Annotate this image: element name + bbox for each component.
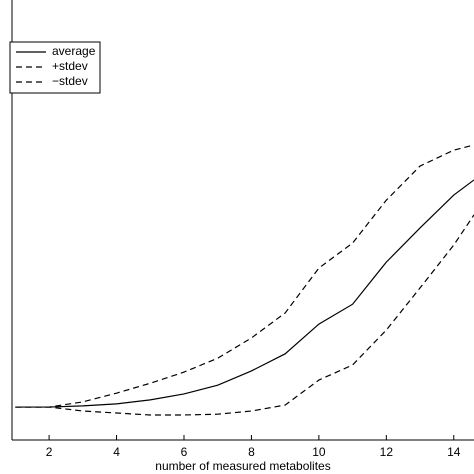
- legend-box: [9, 41, 101, 94]
- legend-label: −stdev: [52, 74, 88, 88]
- x-tick-label: 2: [46, 445, 53, 459]
- series-line: [15, 179, 474, 408]
- x-tick-label: 6: [181, 445, 188, 459]
- legend-label: average: [52, 44, 96, 58]
- x-axis-label: number of measured metabolites: [155, 459, 330, 473]
- x-tick-label: 10: [312, 445, 326, 459]
- x-tick-label: 8: [248, 445, 255, 459]
- x-tick-label: 12: [380, 445, 394, 459]
- series-line: [15, 214, 474, 416]
- x-tick-label: 14: [447, 445, 461, 459]
- series-line: [15, 144, 474, 408]
- legend-label: +stdev: [52, 59, 88, 73]
- x-tick-label: 4: [113, 445, 120, 459]
